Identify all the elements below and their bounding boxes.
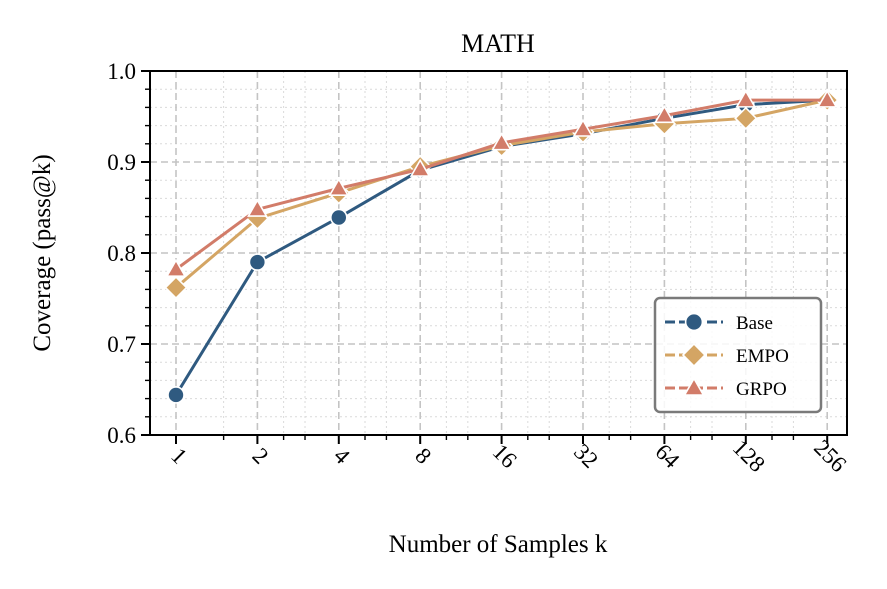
y-tick-label: 1.0 bbox=[107, 59, 136, 84]
y-axis-title: Coverage (pass@k) bbox=[29, 154, 56, 351]
legend-label: GRPO bbox=[736, 379, 787, 400]
legend-label: EMPO bbox=[736, 346, 789, 367]
x-tick-label: 2 bbox=[248, 443, 274, 469]
data-point-base bbox=[329, 208, 348, 227]
legend-item-grpo: GRPO bbox=[665, 376, 787, 400]
data-point-base bbox=[167, 386, 185, 404]
x-tick-label: 16 bbox=[488, 439, 522, 473]
legend-label: Base bbox=[736, 313, 773, 334]
legend-marker bbox=[683, 376, 705, 396]
x-tick-label: 8 bbox=[410, 443, 436, 469]
data-point-grpo bbox=[735, 89, 757, 108]
y-tick-label: 0.8 bbox=[107, 241, 136, 266]
y-tick-label: 0.6 bbox=[107, 423, 136, 448]
data-point-grpo bbox=[165, 258, 187, 277]
data-point-grpo bbox=[328, 177, 350, 196]
data-point-grpo bbox=[247, 198, 268, 217]
legend-marker bbox=[684, 312, 704, 332]
grid-lines bbox=[150, 71, 847, 435]
y-tick-label: 0.7 bbox=[107, 332, 136, 357]
data-point-base bbox=[248, 253, 267, 271]
y-tick-label: 0.9 bbox=[107, 150, 136, 175]
data-point-empo bbox=[164, 275, 188, 300]
x-tick-label: 4 bbox=[329, 443, 355, 469]
x-axis-title: Number of Samples k bbox=[389, 531, 608, 558]
legend-item-empo: EMPO bbox=[665, 342, 789, 368]
x-tick-label: 128 bbox=[728, 435, 770, 477]
x-tick-label: 256 bbox=[809, 435, 851, 477]
data-point-grpo bbox=[816, 89, 838, 108]
chart-title: MATH bbox=[461, 29, 535, 58]
legend-marker bbox=[681, 342, 707, 368]
data-point-empo bbox=[734, 106, 758, 130]
data-point-grpo bbox=[654, 104, 675, 124]
x-tick-label: 1 bbox=[166, 443, 192, 469]
data-point-grpo bbox=[491, 132, 512, 151]
data-point-grpo bbox=[409, 158, 431, 177]
x-tick-label: 64 bbox=[650, 439, 684, 473]
x-tick-label: 32 bbox=[569, 439, 603, 473]
data-point-grpo bbox=[572, 118, 594, 137]
series-grpo bbox=[165, 89, 838, 277]
legend: Base EMPO GRPO bbox=[653, 296, 823, 414]
legend-item-base: Base bbox=[665, 312, 773, 334]
series-layer bbox=[164, 88, 839, 404]
